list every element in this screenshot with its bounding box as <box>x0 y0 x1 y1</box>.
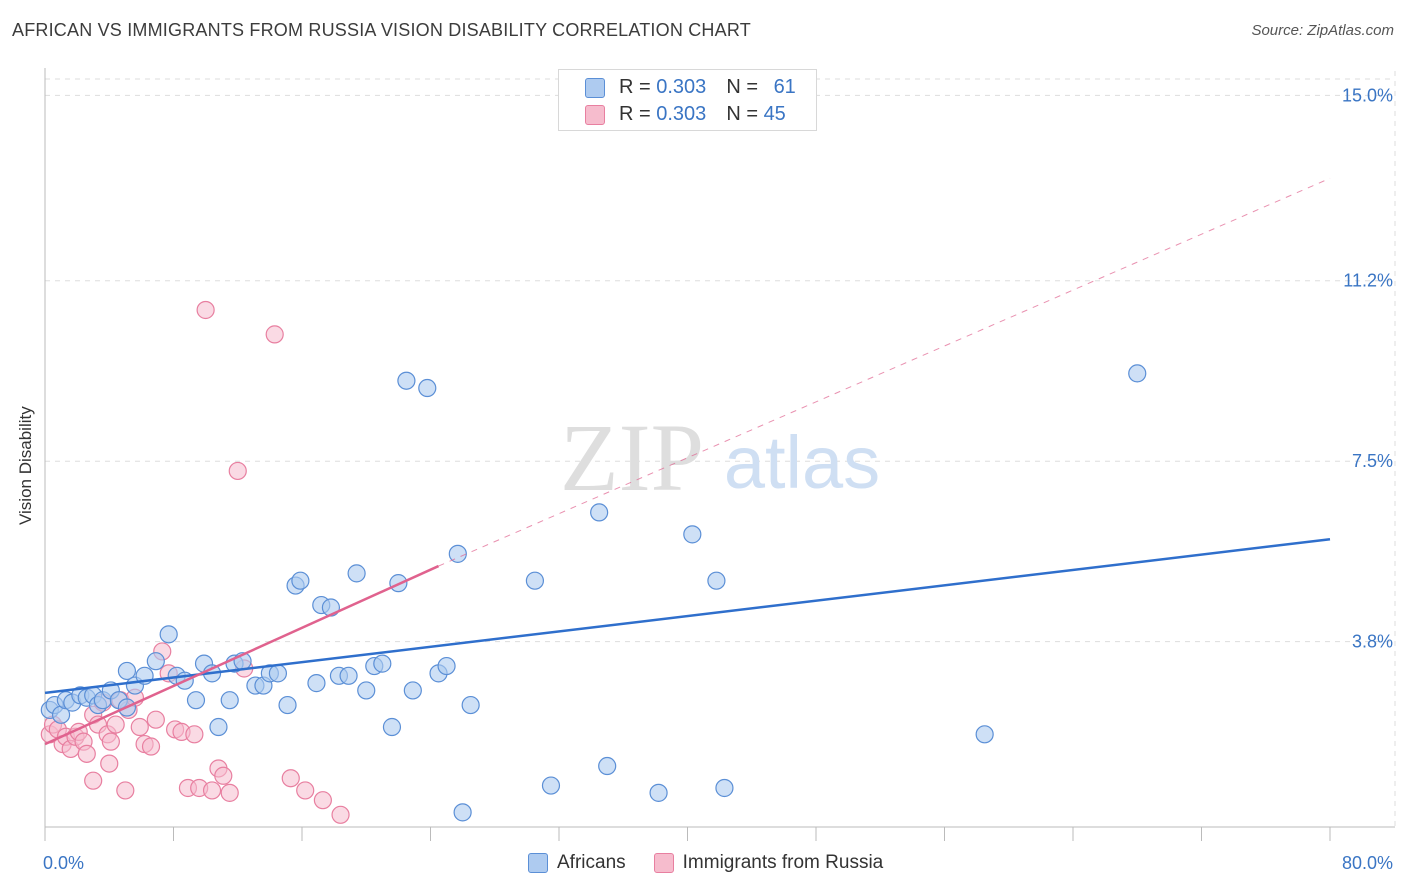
data-point-africans <box>1128 364 1147 383</box>
y-tick-label: 3.8% <box>1352 632 1393 652</box>
data-point-africans <box>715 778 734 798</box>
data-point-africans <box>278 695 297 715</box>
legend-n-value: 61 <box>773 76 796 98</box>
y-axis-label: Vision Disability <box>16 406 35 525</box>
legend-swatch-blue <box>528 853 548 873</box>
legend-label-russia: Immigrants from Russia <box>682 852 884 873</box>
data-point-africans <box>291 571 310 590</box>
grid-lines <box>45 71 1396 827</box>
data-point-africans <box>461 695 480 715</box>
legend-n-label: N = <box>726 76 764 98</box>
legend-label-africans: Africans <box>557 852 626 873</box>
data-point-russia <box>130 717 149 737</box>
data-point-africans <box>448 544 467 563</box>
data-point-russia <box>296 781 315 800</box>
y-tick-label: 15.0% <box>1342 85 1393 105</box>
data-point-africans <box>418 378 437 398</box>
data-point-russia <box>196 300 215 320</box>
legend-swatch-pink <box>585 104 605 125</box>
data-point-russia <box>116 781 135 800</box>
trend-line-russia-extension <box>438 177 1331 567</box>
chart-title: AFRICAN VS IMMIGRANTS FROM RUSSIA VISION… <box>12 20 751 40</box>
correlation-legend: R = 0.303 N = 61 R = 0.303 N = 45 <box>558 69 817 131</box>
data-point-russia <box>331 805 350 824</box>
data-point-africans <box>146 652 165 671</box>
trend-lines <box>44 177 1331 746</box>
data-point-russia <box>265 325 284 344</box>
y-tick-label: 7.5% <box>1352 451 1393 471</box>
watermark-atlas: atlas <box>724 421 880 504</box>
axes <box>44 68 1395 841</box>
data-point-russia <box>185 725 204 744</box>
tick-labels: 3.8% 7.5% 11.2% 15.0% 0.0% 80.0% <box>43 85 1393 873</box>
data-point-africans <box>649 783 668 802</box>
legend-row-africans: R = 0.303 N = 61 <box>585 76 796 99</box>
series-immigrants-from-russia <box>40 300 350 824</box>
data-point-russia <box>101 732 120 751</box>
data-point-russia <box>77 744 96 763</box>
watermark-zip: ZIP <box>560 404 704 511</box>
data-point-africans <box>590 503 609 522</box>
legend-r-label: R = <box>619 76 657 98</box>
data-point-russia <box>141 737 161 756</box>
data-point-russia <box>106 715 125 734</box>
data-point-africans <box>307 674 326 693</box>
legend-item-russia: Immigrants from Russia <box>653 852 884 874</box>
data-point-africans <box>975 725 994 744</box>
data-point-africans <box>347 564 366 583</box>
data-point-africans <box>403 681 422 700</box>
data-point-africans <box>159 625 178 644</box>
data-point-africans <box>541 776 561 795</box>
trend-line-russia <box>44 564 440 746</box>
data-point-africans <box>373 654 392 673</box>
data-point-russia <box>100 754 119 773</box>
legend-swatch-pink <box>653 853 674 873</box>
y-tick-label: 11.2% <box>1343 271 1393 291</box>
data-point-russia <box>214 766 233 785</box>
data-point-africans <box>397 371 416 390</box>
data-point-africans <box>117 661 137 681</box>
data-point-russia <box>281 769 300 788</box>
legend-item-africans: Africans <box>528 852 626 874</box>
x-tick-label: 80.0% <box>1342 853 1393 873</box>
legend-r-value: 0.303 <box>656 76 707 98</box>
data-point-russia <box>228 461 247 481</box>
trend-line-africans <box>44 537 1331 695</box>
data-point-africans <box>437 656 456 676</box>
data-point-africans <box>525 571 545 590</box>
data-point-africans <box>382 717 402 737</box>
data-point-africans <box>707 571 726 590</box>
data-point-russia <box>146 710 165 729</box>
data-point-russia <box>220 783 239 802</box>
legend-n-value: 45 <box>763 103 786 125</box>
legend-n-label: N = <box>726 103 764 125</box>
source-credit: Source: ZipAtlas.com <box>1251 22 1394 39</box>
watermark: ZIP atlas <box>560 404 880 511</box>
data-point-africans <box>339 666 358 685</box>
legend-r-label: R = <box>619 103 657 125</box>
data-point-africans <box>268 664 288 683</box>
legend-swatch-blue <box>585 77 605 98</box>
legend-r-value: 0.303 <box>656 103 707 125</box>
data-point-africans <box>453 803 472 822</box>
data-point-africans <box>598 756 617 776</box>
data-point-russia <box>84 771 103 790</box>
series-africans <box>40 364 1147 822</box>
data-point-africans <box>357 681 376 700</box>
series-legend: Africans Immigrants from Russia <box>528 852 901 874</box>
data-point-africans <box>209 717 228 737</box>
data-point-russia <box>202 781 222 800</box>
data-point-africans <box>186 691 206 710</box>
data-point-russia <box>313 791 332 810</box>
data-point-africans <box>683 525 702 544</box>
data-point-africans <box>220 691 239 710</box>
x-tick-label: 0.0% <box>43 853 84 873</box>
legend-row-russia: R = 0.303 N = 45 <box>585 103 786 126</box>
